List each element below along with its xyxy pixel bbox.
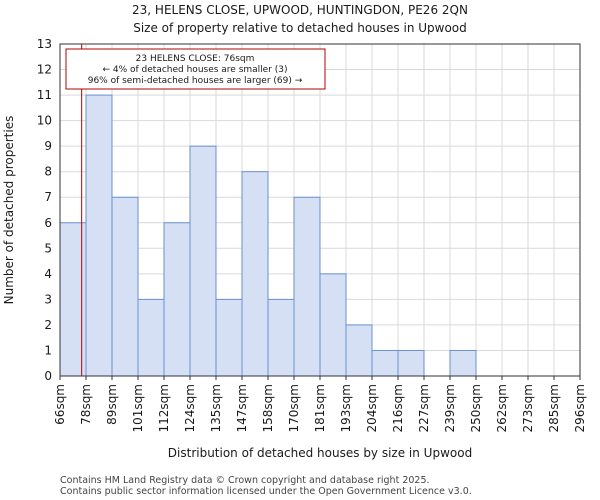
x-tick-label-285sqm: 285sqm xyxy=(547,384,561,432)
y-tick-label-11: 11 xyxy=(37,88,52,102)
annotation-line-3: 96% of semi-detached houses are larger (… xyxy=(88,76,303,86)
annotation-box: 23 HELENS CLOSE: 76sqm ← 4% of detached … xyxy=(65,48,326,90)
bar-89sqm xyxy=(111,196,139,377)
bar-147sqm xyxy=(241,171,269,377)
x-tick-label-273sqm: 273sqm xyxy=(521,384,535,432)
x-tick-label-193sqm: 193sqm xyxy=(339,384,353,432)
y-tick-label-2: 2 xyxy=(44,318,52,332)
x-tick-label-78sqm: 78sqm xyxy=(79,384,93,425)
bar-239sqm xyxy=(449,349,477,377)
y-tick-label-8: 8 xyxy=(44,165,52,179)
x-tick-label-124sqm: 124sqm xyxy=(183,384,197,432)
x-tick-labels: 66sqm 78sqm 89sqm 101sqm 112sqm 124sqm 135sqm 1… xyxy=(53,376,587,432)
bar-112sqm xyxy=(163,222,191,377)
bar-193sqm xyxy=(345,324,373,377)
y-tick-label-7: 7 xyxy=(44,190,52,204)
chart-title-line-1: 23, HELENS CLOSE, UPWOOD, HUNTINGDON, PE… xyxy=(132,3,468,17)
bar-124sqm xyxy=(189,145,217,377)
y-tick-label-1: 1 xyxy=(44,343,52,357)
bar-181sqm xyxy=(319,273,347,377)
annotation-frame xyxy=(65,48,326,90)
y-tick-label-9: 9 xyxy=(44,139,52,153)
x-tick-label-101sqm: 101sqm xyxy=(131,384,145,432)
annotation-line-1: 23 HELENS CLOSE: 76sqm xyxy=(136,54,255,64)
x-tick-label-135sqm: 135sqm xyxy=(209,384,223,432)
y-tick-label-13: 13 xyxy=(37,37,52,51)
y-tick-label-5: 5 xyxy=(44,241,52,255)
x-tick-label-181sqm: 181sqm xyxy=(313,384,327,432)
x-tick-label-112sqm: 112sqm xyxy=(157,384,171,432)
x-tick-label-66sqm: 66sqm xyxy=(53,384,67,425)
bar-135sqm xyxy=(215,298,243,377)
footer-line-2: Contains public sector information licen… xyxy=(60,486,472,497)
x-axis-label: Distribution of detached houses by size … xyxy=(168,446,472,460)
x-tick-label-239sqm: 239sqm xyxy=(443,384,457,432)
annotation-line-2: ← 4% of detached houses are smaller (3) xyxy=(102,65,287,75)
footer-line-1: Contains HM Land Registry data © Crown c… xyxy=(60,475,430,486)
x-tick-label-147sqm: 147sqm xyxy=(235,384,249,432)
x-tick-label-227sqm: 227sqm xyxy=(417,384,431,432)
y-tick-label-10: 10 xyxy=(37,114,52,128)
x-tick-label-204sqm: 204sqm xyxy=(365,384,379,432)
x-tick-label-250sqm: 250sqm xyxy=(469,384,483,432)
bar-78sqm xyxy=(85,94,113,377)
y-tick-label-3: 3 xyxy=(44,292,52,306)
chart-title-line-2: Size of property relative to detached ho… xyxy=(133,21,467,35)
x-tick-label-296sqm: 296sqm xyxy=(573,384,587,432)
bar-158sqm xyxy=(267,298,295,377)
y-tick-label-6: 6 xyxy=(44,216,52,230)
bar-101sqm xyxy=(137,298,165,377)
y-tick-label-12: 12 xyxy=(37,63,52,77)
bar-204sqm xyxy=(371,349,399,377)
y-tick-label-0: 0 xyxy=(44,369,52,383)
bar-216sqm xyxy=(397,349,425,377)
x-tick-label-262sqm: 262sqm xyxy=(495,384,509,432)
bar-170sqm xyxy=(293,196,321,377)
y-tick-label-4: 4 xyxy=(44,267,52,281)
x-tick-label-158sqm: 158sqm xyxy=(261,384,275,432)
x-tick-label-216sqm: 216sqm xyxy=(391,384,405,432)
x-tick-label-89sqm: 89sqm xyxy=(105,384,119,425)
x-tick-label-170sqm: 170sqm xyxy=(287,384,301,432)
y-axis-label: Number of detached properties xyxy=(2,116,16,305)
